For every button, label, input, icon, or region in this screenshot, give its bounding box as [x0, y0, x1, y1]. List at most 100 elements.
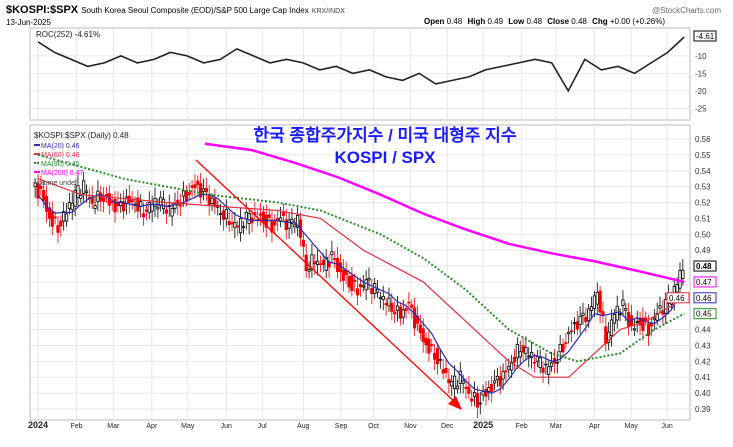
candle-body	[550, 362, 554, 367]
candle-body	[144, 209, 149, 212]
candle-body	[384, 303, 388, 306]
candle-body	[472, 392, 477, 398]
candle-body	[333, 257, 337, 260]
ohlc-value: +0.00 (+0.26%)	[609, 17, 666, 26]
candle-body	[441, 369, 445, 374]
candle-body	[532, 361, 537, 364]
candle-body	[395, 305, 400, 311]
candle-body	[404, 308, 408, 311]
price-tick-label: 0.39	[695, 405, 711, 414]
candle-body	[535, 356, 539, 362]
candle-body	[190, 185, 194, 188]
candle-body	[316, 260, 320, 265]
candle-body	[79, 195, 83, 199]
candle-body	[119, 201, 123, 206]
candle-body	[355, 288, 360, 296]
x-tick-label: Feb	[70, 423, 82, 430]
candle-body	[227, 220, 231, 225]
x-tick-label: Nov	[404, 423, 417, 430]
roc-line	[37, 36, 685, 93]
candle-body	[373, 283, 377, 294]
ma-last-box	[693, 292, 717, 304]
price-last-box	[693, 260, 717, 272]
annotation-title: 한국 종합주가지수 / 미국 대형주 지수	[253, 126, 517, 145]
candle-body	[410, 304, 414, 308]
candle-body	[199, 183, 203, 198]
candle-body	[538, 357, 542, 369]
ohlc-value: 0.48	[571, 17, 590, 26]
roc-panel	[29, 27, 691, 121]
price-tick-label: 0.53	[695, 183, 711, 192]
candle-body	[233, 222, 237, 228]
candle-body	[584, 317, 588, 323]
chart-header: $KOSPI:$SPX South Korea Seoul Composite …	[6, 4, 345, 18]
price-tick-label: 0.41	[695, 373, 711, 382]
candle-body	[484, 388, 488, 397]
candle-body	[141, 213, 146, 218]
candle-body	[33, 182, 37, 188]
candle-body	[515, 344, 519, 359]
x-tick-label: Jul	[258, 423, 267, 430]
candle-body	[247, 212, 251, 224]
candle-body	[273, 219, 277, 226]
candle-body	[609, 319, 614, 336]
candle-body	[350, 275, 354, 291]
candle-body	[581, 312, 585, 316]
candle-body	[184, 190, 188, 202]
candle-body	[313, 261, 317, 265]
legend-label: MA(200) 0.47	[41, 170, 84, 177]
legend-label: MA(20) 0.46	[41, 143, 80, 150]
candle-body	[458, 370, 462, 384]
candle-body	[153, 198, 157, 207]
x-tick-label: May	[625, 423, 639, 430]
candle-body	[675, 284, 679, 293]
candle-body	[82, 180, 86, 194]
candle-body	[413, 307, 417, 329]
roc-legend: ROC(252) -4.61%	[36, 30, 100, 39]
candle-body	[44, 195, 49, 212]
candle-body	[193, 184, 197, 189]
candle-body	[467, 386, 471, 394]
candle-body	[678, 270, 682, 289]
candle-body	[658, 305, 662, 309]
candle-body	[324, 257, 328, 271]
x-tick-label: Dec	[441, 423, 454, 430]
candle-body	[438, 358, 442, 361]
candle-body	[370, 288, 374, 294]
candle-body	[181, 190, 186, 197]
candle-body	[464, 386, 468, 389]
price-tick-label: 0.52	[695, 199, 711, 208]
ma-line	[37, 178, 685, 378]
candle-body	[430, 344, 434, 346]
price-tick-label: 0.54	[695, 167, 711, 176]
price-tick-label: 0.55	[695, 151, 711, 160]
candle-body	[64, 213, 69, 222]
candle-body	[76, 185, 80, 198]
candle-body	[284, 219, 288, 231]
candle-body	[564, 342, 568, 345]
candle-body	[161, 198, 166, 210]
candle-body	[53, 216, 57, 219]
candle-body	[455, 385, 460, 390]
price-tick-label: 0.50	[695, 230, 711, 239]
candle-body	[595, 292, 599, 305]
ma-last-label: 0.47	[696, 278, 712, 287]
watermark: @StockCharts.com	[652, 6, 722, 15]
price-tick-label: 0.56	[695, 135, 711, 144]
symbol: $KOSPI:$SPX	[6, 4, 79, 16]
candle-body	[470, 398, 474, 402]
candle-body	[655, 313, 659, 321]
ohlc-value: 0.49	[487, 17, 506, 26]
candle-body	[204, 187, 208, 193]
candle-body	[572, 322, 577, 325]
candle-body	[156, 206, 160, 210]
candle-body	[589, 306, 594, 311]
volume-label: Volume undef	[34, 180, 77, 187]
candle-body	[578, 315, 582, 325]
x-tick-label: Mar	[107, 423, 120, 430]
ma-last-box	[693, 276, 717, 288]
trend-arrow-line	[195, 159, 459, 406]
candle-body	[207, 194, 211, 206]
candle-body	[244, 212, 248, 220]
